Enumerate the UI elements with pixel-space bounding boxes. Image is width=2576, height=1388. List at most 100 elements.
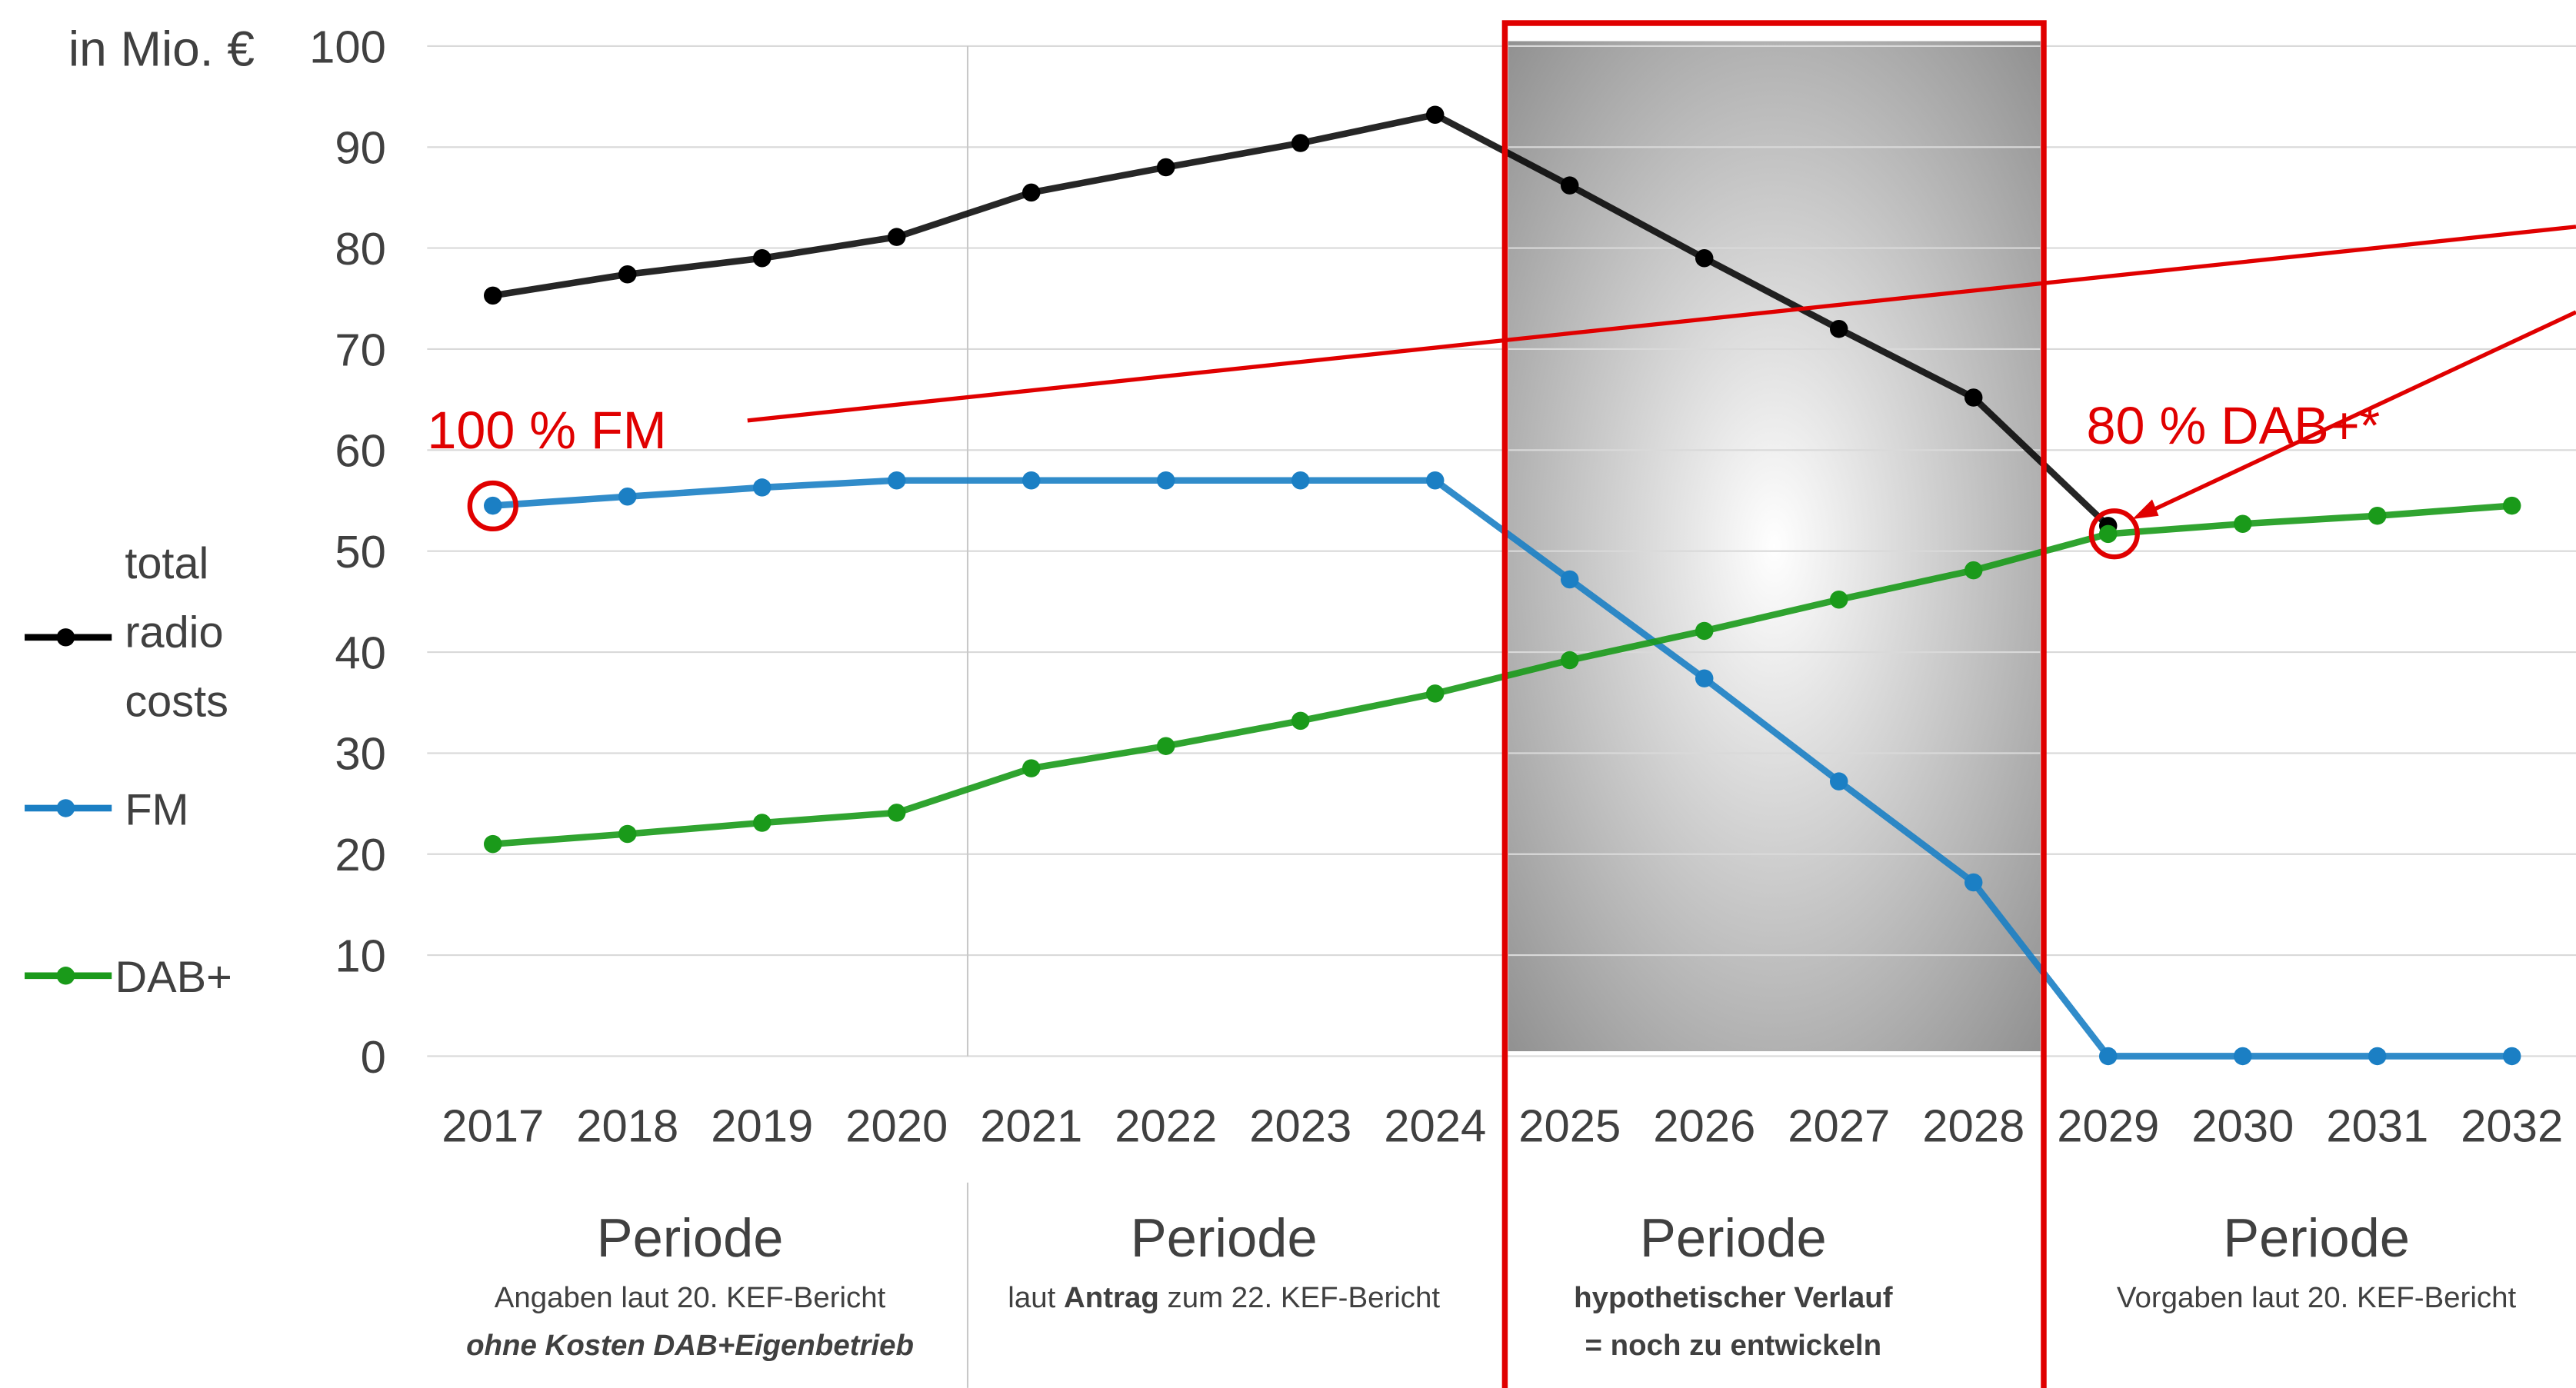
data-point (752, 478, 771, 497)
y-tick-label: 20 (335, 829, 386, 880)
period-note-part: zum 22. KEF-Bericht (1159, 1281, 1441, 1314)
y-tick-label: 50 (335, 526, 386, 578)
x-tick-label: 2030 (2191, 1100, 2294, 1152)
y-tick-label: 70 (335, 324, 386, 375)
period-note-part: ohne Kosten DAB+Eigenbetrieb (466, 1329, 914, 1362)
y-tick-label: 90 (335, 122, 386, 174)
data-point (1964, 873, 1983, 892)
period-title: Periode (597, 1207, 784, 1268)
x-tick-label: 2032 (2461, 1100, 2563, 1152)
data-point (1156, 471, 1175, 490)
period-note: ohne Kosten DAB+Eigenbetrieb (466, 1329, 914, 1362)
y-tick-label: 80 (335, 223, 386, 275)
highlight-box (1501, 20, 2047, 1388)
callout-line (747, 225, 2576, 423)
data-point (2368, 506, 2387, 525)
period-note: laut Antrag zum 22. KEF-Bericht (1008, 1281, 1440, 1314)
data-point (484, 286, 502, 305)
y-tick-label: 30 (335, 728, 386, 780)
shaded-region (1508, 41, 2041, 1052)
legend-swatch-dot (56, 799, 75, 817)
data-point (1964, 561, 1983, 580)
data-point (2098, 1047, 2118, 1066)
x-tick-label: 2031 (2326, 1100, 2428, 1152)
data-point (1156, 737, 1175, 755)
legend-entry: total radio costs (125, 538, 228, 727)
legend-swatch-dot (56, 967, 75, 985)
y-tick-label: 60 (335, 425, 386, 477)
data-point (1021, 759, 1041, 777)
annotation: 80 % DAB+* (2087, 397, 2381, 455)
x-tick-label: 2021 (980, 1100, 1082, 1152)
data-point (1695, 249, 1714, 268)
highlight-circle (467, 480, 518, 532)
period-note-part: Vorgaben laut 20. KEF-Bericht (2117, 1281, 2517, 1314)
data-point (887, 804, 906, 822)
callout-arrow (2143, 310, 2576, 517)
data-point (1156, 158, 1175, 177)
period-title: Periode (1131, 1207, 1318, 1268)
data-point (752, 249, 771, 268)
data-point (484, 834, 502, 854)
legend-entry: DAB+ (115, 953, 232, 1002)
y-tick-label: 10 (335, 930, 386, 981)
data-point (1695, 621, 1714, 641)
period-note: Vorgaben laut 20. KEF-Bericht (2117, 1281, 2517, 1314)
data-point (1560, 651, 1579, 670)
data-point (2502, 496, 2521, 515)
x-tick-label: 2022 (1115, 1100, 1217, 1152)
data-point (1425, 105, 1445, 124)
x-tick-label: 2023 (1249, 1100, 1351, 1152)
period-note: hypothetischer Verlauf (1574, 1281, 1893, 1314)
data-point (1021, 183, 1041, 202)
unit-label: in Mio. € (68, 22, 255, 77)
period-note: = noch zu entwickeln (1585, 1329, 1882, 1362)
data-point (887, 228, 906, 246)
data-point (887, 471, 906, 490)
data-point (484, 496, 502, 515)
legend-entry: FM (125, 785, 189, 835)
data-point (1021, 471, 1041, 490)
data-point (1829, 772, 1848, 791)
legend-label: FM (125, 785, 189, 835)
annotation: 100 % FM (427, 401, 666, 460)
legend-swatch-dot (56, 628, 75, 647)
period-note-part: laut (1008, 1281, 1064, 1314)
data-point (1560, 570, 1579, 589)
data-point (1425, 471, 1445, 490)
data-point (2233, 514, 2252, 533)
x-tick-label: 2017 (442, 1100, 544, 1152)
legend-label: total radio costs (125, 538, 228, 727)
data-point (752, 814, 771, 832)
arrow-head (2132, 499, 2159, 520)
data-point (1695, 669, 1714, 687)
data-point (1829, 319, 1848, 338)
data-point (1425, 684, 1445, 703)
x-tick-label: 2027 (1788, 1100, 1890, 1152)
data-point (1291, 471, 1310, 490)
highlight-circle (2088, 508, 2140, 560)
y-tick-label: 0 (361, 1031, 386, 1083)
data-point (2502, 1047, 2521, 1066)
period-title: Periode (2223, 1207, 2410, 1268)
data-point (618, 488, 637, 506)
x-tick-label: 2019 (711, 1100, 813, 1152)
period-note-part: Antrag (1064, 1281, 1159, 1314)
data-point (1964, 388, 1983, 407)
period-note-part: Angaben laut 20. KEF-Bericht (495, 1281, 886, 1314)
x-tick-label: 2026 (1653, 1100, 1755, 1152)
data-point (2098, 524, 2118, 544)
x-tick-label: 2020 (845, 1100, 948, 1152)
data-point (1291, 134, 1310, 152)
x-tick-label: 2029 (2057, 1100, 2159, 1152)
y-tick-label: 40 (335, 627, 386, 678)
data-point (2368, 1047, 2387, 1066)
data-point (1291, 711, 1310, 731)
data-point (1560, 176, 1579, 195)
period-note: Angaben laut 20. KEF-Bericht (495, 1281, 886, 1314)
y-tick-label: 100 (309, 21, 386, 72)
data-point (2233, 1047, 2252, 1066)
x-tick-label: 2028 (1922, 1100, 2024, 1152)
